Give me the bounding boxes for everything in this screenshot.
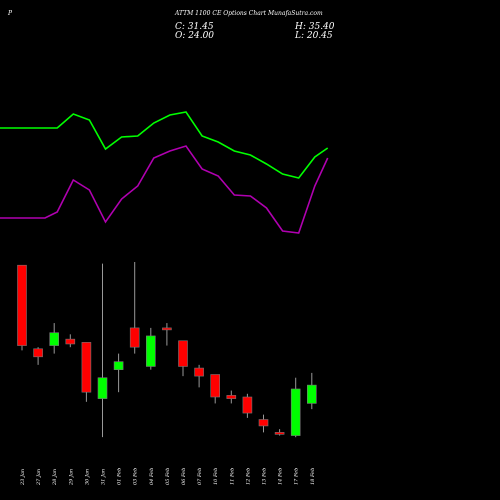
x-tick-label: 23 Jan [20, 469, 26, 486]
candle [146, 327, 156, 370]
candle [306, 372, 317, 410]
header-symbol: P [7, 10, 13, 17]
candle [162, 323, 172, 346]
x-tick-label: 01 Feb [117, 468, 123, 485]
x-tick-label: 18 Feb [310, 468, 316, 485]
candle [226, 390, 237, 404]
candle [81, 342, 92, 402]
header-subtitle: ATTM 1100 CE Options Chart MunafaSutra.c… [174, 10, 323, 17]
candle [210, 374, 220, 404]
x-tick-label: 03 Feb [133, 468, 139, 485]
x-tick-label: 29 Jan [68, 469, 74, 486]
upper-band-line [0, 111, 329, 179]
candle-body-down [17, 264, 27, 346]
high-price: H: 35.40 [294, 22, 335, 32]
candle-body-up [113, 361, 124, 370]
candle [49, 323, 60, 354]
candle [17, 264, 27, 351]
close-price: C: 31.45 [175, 22, 214, 32]
candle-body-down [242, 396, 253, 414]
candle-body-down [274, 432, 285, 435]
candles-layer [17, 262, 317, 438]
candle [129, 262, 140, 354]
candle-body-up [306, 384, 317, 404]
candle [65, 334, 76, 348]
x-tick-label: 30 Jan [84, 469, 90, 485]
low-price: L: 20.45 [294, 31, 333, 41]
candle-body-up [290, 388, 301, 436]
x-tick-label: 28 Jan [52, 469, 58, 486]
x-axis-ticks: 23 Jan 27 Jan 28 Jan 29 Jan 30 Jan 31 Jan 01 F… [20, 468, 316, 486]
x-tick-label: 31 Jan [101, 469, 107, 485]
x-tick-label: 13 Feb [262, 468, 268, 485]
candle [274, 429, 285, 436]
candle [258, 414, 269, 433]
candle-body-down [194, 367, 204, 377]
bands-layer [0, 111, 329, 234]
x-tick-label: 17 Feb [294, 468, 300, 485]
candle [97, 263, 108, 438]
candle-body-down [258, 419, 269, 427]
x-tick-label: 04 Feb [149, 468, 155, 485]
x-tick-label: 10 Feb [213, 468, 219, 485]
candle-body-down [81, 342, 92, 393]
x-tick-label: 27 Jan [36, 469, 42, 486]
candle-body-down [65, 338, 76, 345]
lower-band-line [0, 145, 329, 234]
candle-body-down [162, 327, 172, 331]
open-price: O: 24.00 [175, 31, 214, 41]
x-tick-label: 07 Feb [197, 468, 203, 485]
x-tick-label: 12 Feb [245, 468, 251, 485]
candle [113, 353, 124, 393]
candle-body-up [146, 335, 156, 367]
candle [290, 377, 301, 438]
candle [33, 347, 43, 365]
x-tick-label: 05 Feb [165, 468, 171, 485]
candle [194, 364, 204, 388]
candle-body-down [178, 340, 188, 367]
candle-body-down [129, 327, 140, 348]
x-tick-label: 14 Feb [278, 468, 284, 485]
x-tick-label: 11 Feb [229, 468, 235, 485]
candle [178, 340, 188, 377]
candle-body-up [49, 332, 60, 346]
x-tick-label: 06 Feb [181, 468, 187, 485]
candle-body-up [97, 377, 108, 399]
candle-body-down [226, 395, 237, 399]
candle [242, 393, 253, 418]
candle-body-down [33, 348, 43, 358]
candle-body-down [210, 374, 220, 398]
